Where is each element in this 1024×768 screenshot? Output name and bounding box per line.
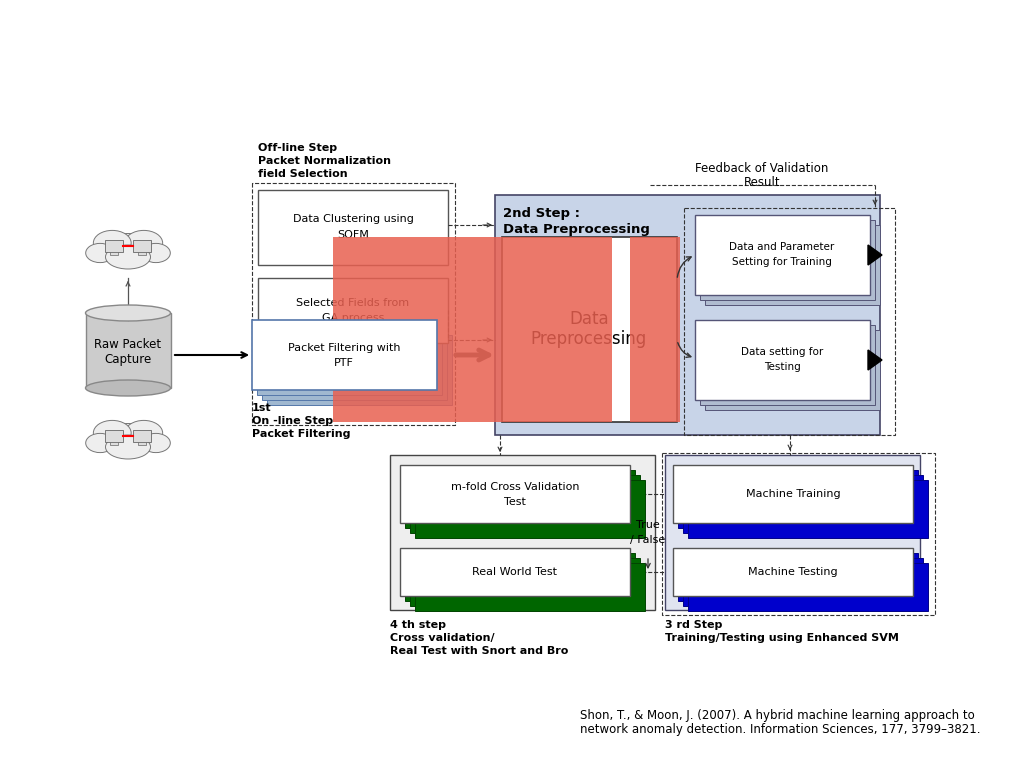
Bar <box>138 442 146 445</box>
Bar <box>700 325 874 405</box>
Text: Machine Testing: Machine Testing <box>749 567 838 577</box>
Ellipse shape <box>141 243 170 263</box>
Text: Preprocessing: Preprocessing <box>530 330 647 348</box>
Bar <box>86 313 171 388</box>
Bar <box>258 278 449 343</box>
Bar <box>688 563 928 611</box>
Ellipse shape <box>85 380 171 396</box>
Text: PTF: PTF <box>334 358 354 368</box>
Bar <box>400 548 630 596</box>
Text: Cross validation/: Cross validation/ <box>390 633 495 643</box>
Text: Raw Packet: Raw Packet <box>94 339 162 352</box>
Text: Off-line Step: Off-line Step <box>258 143 337 153</box>
Bar <box>105 240 123 252</box>
Ellipse shape <box>103 233 153 266</box>
Ellipse shape <box>93 420 131 445</box>
Text: Result: Result <box>743 176 780 188</box>
Bar <box>673 548 913 596</box>
Bar <box>400 465 630 523</box>
Text: Machine Training: Machine Training <box>745 489 841 499</box>
Text: field Selection: field Selection <box>258 169 347 179</box>
Text: Data setting for: Data setting for <box>741 347 823 357</box>
Bar <box>673 465 913 523</box>
Text: Selected Fields from: Selected Fields from <box>296 298 410 308</box>
Bar <box>415 480 645 538</box>
Bar <box>695 215 870 295</box>
Ellipse shape <box>93 230 131 256</box>
Bar <box>110 442 118 445</box>
Bar <box>110 252 118 255</box>
Text: Feedback of Validation: Feedback of Validation <box>695 161 828 174</box>
Text: Data Preprocessing: Data Preprocessing <box>503 223 650 237</box>
Text: On -line Step: On -line Step <box>252 416 333 426</box>
Ellipse shape <box>105 435 151 459</box>
Text: Data: Data <box>569 310 609 328</box>
Bar <box>683 558 923 606</box>
Bar <box>683 475 923 533</box>
Text: Capture: Capture <box>104 353 152 366</box>
Text: Testing: Testing <box>764 362 801 372</box>
Bar <box>252 320 437 390</box>
Ellipse shape <box>103 423 153 456</box>
Bar <box>678 470 918 528</box>
Bar <box>700 220 874 300</box>
Bar <box>630 237 680 422</box>
Text: Packet Filtering with: Packet Filtering with <box>288 343 400 353</box>
Bar <box>665 455 920 610</box>
Bar <box>267 335 452 405</box>
Bar <box>678 553 918 601</box>
Bar <box>133 430 151 442</box>
Text: 2nd Step :: 2nd Step : <box>503 207 580 220</box>
Text: 1st: 1st <box>252 403 271 413</box>
Bar <box>105 430 123 442</box>
Bar <box>406 553 635 601</box>
Text: m-fold Cross Validation: m-fold Cross Validation <box>451 482 580 492</box>
Text: GA process: GA process <box>322 313 384 323</box>
Text: Real Test with Snort and Bro: Real Test with Snort and Bro <box>390 646 568 656</box>
Bar <box>502 237 677 422</box>
Text: Real World Test: Real World Test <box>472 567 557 577</box>
Bar <box>695 320 870 400</box>
Ellipse shape <box>125 420 163 445</box>
Text: 4 th step: 4 th step <box>390 620 446 630</box>
Bar <box>495 195 880 435</box>
Text: True: True <box>636 520 659 530</box>
Bar <box>406 470 635 528</box>
Text: Packet Filtering: Packet Filtering <box>252 429 350 439</box>
Bar <box>415 563 645 611</box>
Polygon shape <box>868 350 882 370</box>
Ellipse shape <box>105 245 151 269</box>
Text: Training/Testing using Enhanced SVM: Training/Testing using Enhanced SVM <box>665 633 899 643</box>
Ellipse shape <box>86 243 115 263</box>
Bar <box>390 455 655 610</box>
Bar <box>705 225 880 305</box>
Bar <box>133 240 151 252</box>
Bar <box>138 252 146 255</box>
Bar <box>257 325 442 395</box>
Bar <box>410 558 640 606</box>
Text: Data and Parameter: Data and Parameter <box>729 242 835 252</box>
Bar <box>258 190 449 265</box>
Ellipse shape <box>86 433 115 452</box>
Text: Setting for Training: Setting for Training <box>732 257 831 267</box>
Bar <box>705 330 880 410</box>
Polygon shape <box>868 245 882 265</box>
Ellipse shape <box>85 305 171 321</box>
Text: SOFM: SOFM <box>337 230 369 240</box>
Text: Packet Normalization: Packet Normalization <box>258 156 391 166</box>
Bar <box>688 480 928 538</box>
Text: Data Clustering using: Data Clustering using <box>293 214 414 224</box>
Bar <box>410 475 640 533</box>
Text: Test: Test <box>504 497 526 507</box>
Bar <box>333 237 612 422</box>
Text: Shon, T., & Moon, J. (2007). A hybrid machine learning approach to: Shon, T., & Moon, J. (2007). A hybrid ma… <box>580 709 975 721</box>
Bar <box>262 330 447 400</box>
Ellipse shape <box>125 230 163 256</box>
Text: network anomaly detection. Information Sciences, 177, 3799–3821.: network anomaly detection. Information S… <box>580 723 981 737</box>
Ellipse shape <box>141 433 170 452</box>
Text: / False: / False <box>631 535 666 545</box>
Text: 3 rd Step: 3 rd Step <box>665 620 722 630</box>
